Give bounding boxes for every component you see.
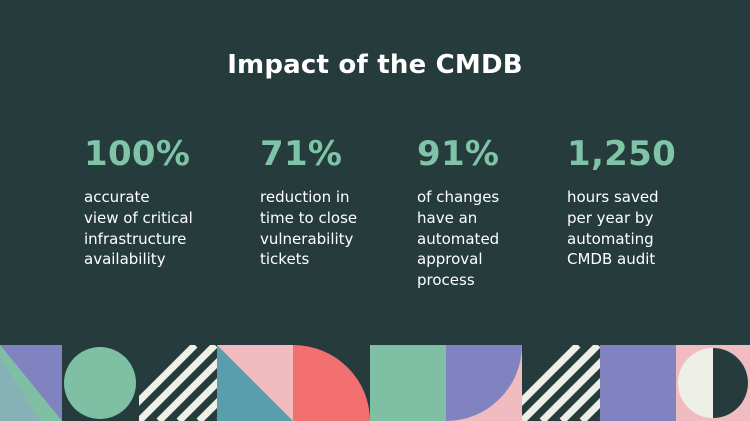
stat-time-reduction: 71% reduction in time to close vulnerabi… [260,132,410,270]
pattern-tile-square-lavender [600,345,676,421]
stat-accurate-view: 100% accurate view of critical infrastru… [84,132,234,270]
pattern-tile-triangle-lavender [0,345,62,421]
stat-description: hours saved per year by automating CMDB … [567,188,659,269]
stat-value: 100% [84,134,191,174]
stat-description: reduction in time to close vulnerability… [260,188,358,269]
decorative-pattern-band [0,345,750,421]
pattern-tile-circle-mint [62,345,139,421]
stat-value: 71% [260,134,343,174]
pattern-tile-split-circle [676,345,750,421]
stat-description: accurate view of critical infrastructure… [84,188,193,269]
stat-description: of changes have an automated approval pr… [417,188,500,290]
pattern-tile-quarter-lavender [446,345,522,421]
pattern-tile-stripes [139,345,217,421]
slide-title: Impact of the CMDB [227,50,523,80]
stat-automated-changes: 91% of changes have an automated approva… [417,132,567,291]
pattern-tile-quarter-coral [293,345,370,421]
stat-value: 91% [417,134,500,174]
pattern-tile-stripes [522,345,600,421]
pattern-tile-triangle-teal [217,345,293,421]
stat-hours-saved: 1,250 hours saved per year by automating… [567,132,717,270]
stat-value: 1,250 [567,134,677,174]
pattern-tile-square-mint [370,345,446,421]
